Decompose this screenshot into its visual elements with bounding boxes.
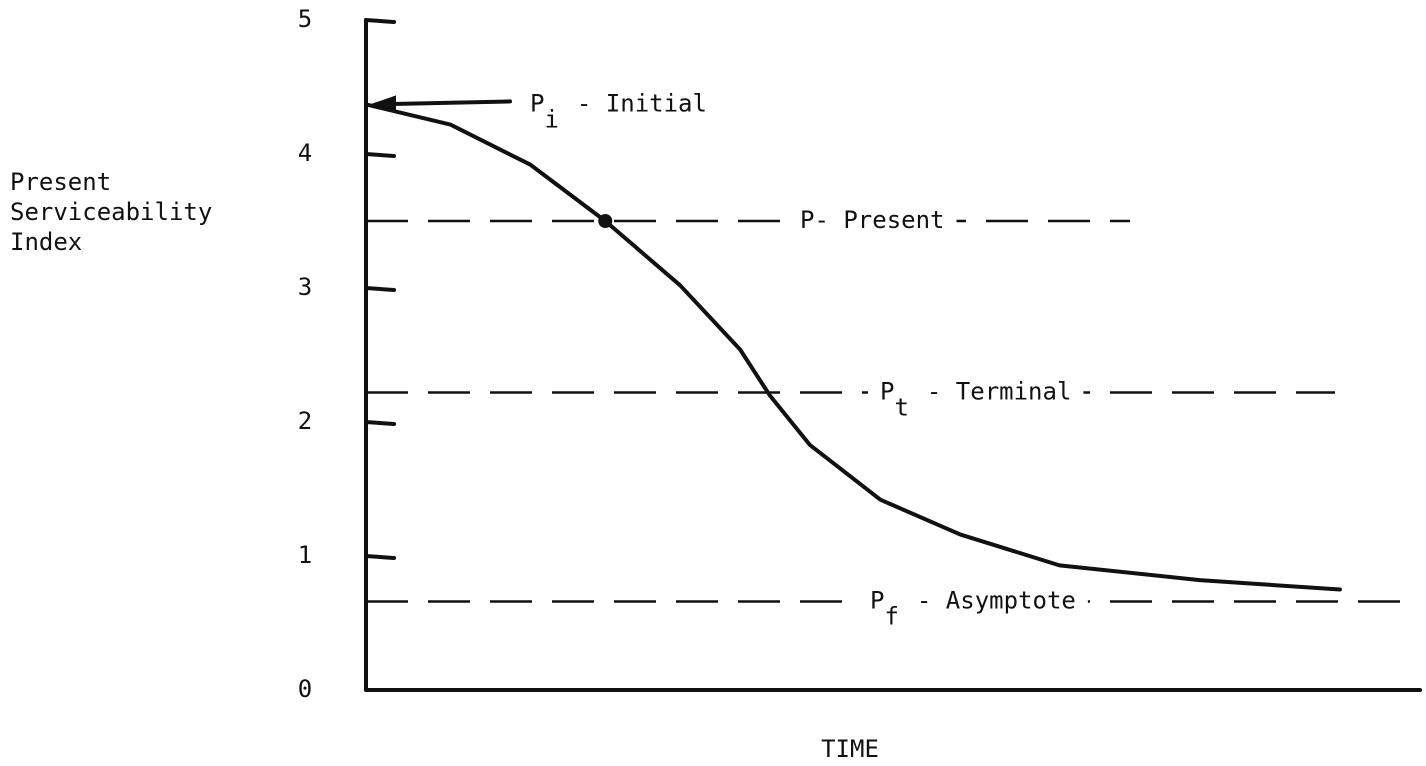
y-axis-label-line: Present — [10, 168, 111, 196]
annotation-label: P- Present — [800, 206, 945, 234]
label-background — [788, 204, 957, 236]
annotation-symbol: P — [530, 89, 544, 117]
y-axis-label: Present Serviceability Index — [10, 168, 212, 256]
y-tick — [364, 554, 396, 560]
annotation-symbol: P- Present — [800, 206, 945, 234]
curve — [364, 102, 1342, 592]
x-axis-label: TIME — [821, 735, 879, 763]
annotation-subscript: t — [894, 394, 908, 422]
annotation-subscript: i — [544, 105, 558, 133]
label-background — [858, 584, 1088, 633]
annotation-symbol: P — [880, 378, 894, 406]
annotation-arrow-line — [374, 99, 512, 107]
annotation-label: Pi - Initial — [530, 89, 707, 133]
y-tick-label: 2 — [298, 407, 312, 435]
annotation-text: - Terminal — [927, 378, 1072, 406]
y-tick-label: 1 — [298, 541, 312, 569]
y-tick — [364, 18, 396, 24]
y-tick — [364, 420, 396, 426]
y-tick — [364, 152, 396, 158]
label-background — [518, 87, 719, 136]
y-axis-label-line: Serviceability — [10, 198, 212, 226]
annotation-subscript: f — [884, 603, 898, 631]
y-tick — [364, 286, 396, 292]
annotation-text: - Initial — [577, 89, 707, 117]
y-tick-label: 0 — [298, 675, 312, 703]
y-tick-label: 3 — [298, 273, 312, 301]
annotation-label: Pt - Terminal — [880, 378, 1071, 422]
label-background — [868, 375, 1084, 424]
annotation-label: Pf - Asymptote — [870, 587, 1076, 631]
y-axis-label-line: Index — [10, 228, 82, 256]
annotation-symbol: P — [870, 587, 884, 615]
present-point — [598, 214, 613, 228]
y-tick-label: 4 — [298, 139, 312, 167]
y-tick-label: 5 — [298, 5, 312, 33]
annotation-text: - Asymptote — [917, 587, 1076, 615]
